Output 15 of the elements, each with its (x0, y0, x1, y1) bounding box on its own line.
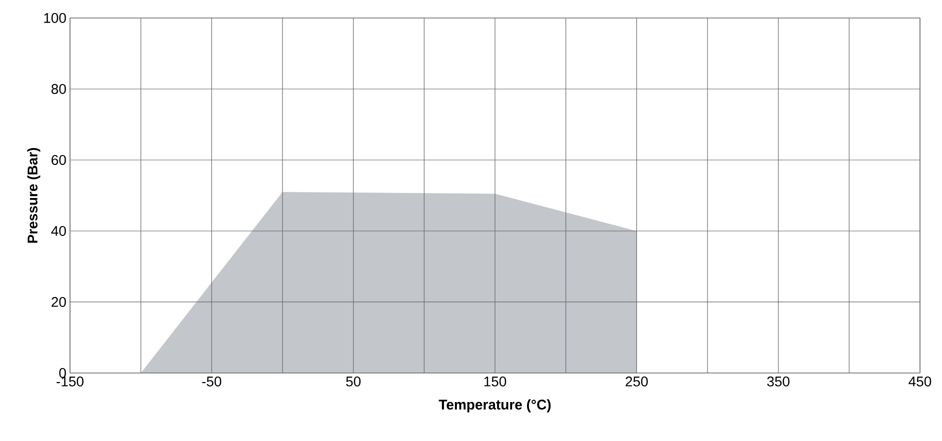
x-tick-label: 150 (484, 376, 506, 386)
y-tick-label: 60 (52, 155, 66, 165)
x-axis-title: Temperature (°C) (438, 399, 551, 412)
x-tick-label: 250 (626, 376, 648, 386)
x-tick-label: 450 (908, 376, 932, 386)
x-tick-label: -150 (56, 376, 84, 386)
y-axis-title: Pressure (Bar) (27, 148, 40, 243)
y-tick-label: 100 (44, 13, 66, 23)
y-tick-label: 80 (52, 84, 66, 94)
x-tick-label: 350 (767, 376, 790, 386)
y-tick-label: 40 (51, 226, 66, 236)
y-tick-label: 0 (59, 368, 66, 378)
y-tick-label: 20 (52, 297, 66, 307)
x-tick-label: 50 (346, 376, 361, 386)
x-tick-label: -50 (202, 376, 222, 386)
